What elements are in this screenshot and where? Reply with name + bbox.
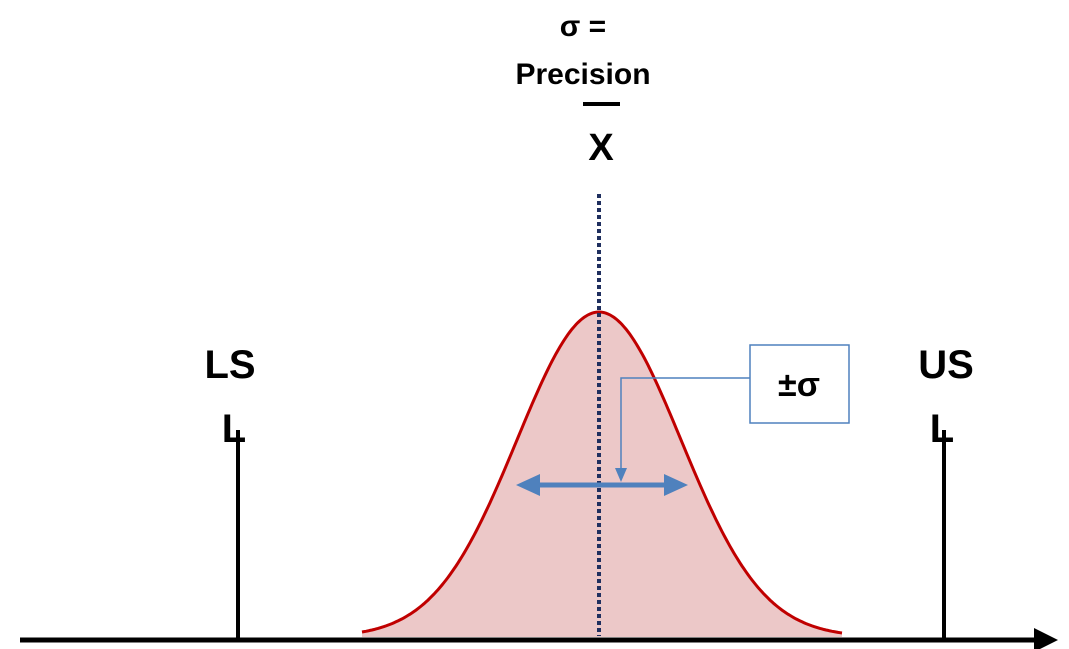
x-axis-arrowhead-icon (1034, 628, 1058, 649)
sigma-width-arrow (516, 474, 688, 496)
lower-spec-limit-label-line-2: L (222, 407, 246, 451)
title-line-2: Precision (515, 58, 650, 91)
title-line-1: σ = (560, 10, 606, 43)
upper-spec-limit-label-line-2: L (930, 407, 954, 451)
distribution-curve (361, 310, 843, 635)
sigma-callout-box (749, 344, 850, 424)
callout-connector (620, 377, 750, 470)
lower-spec-limit-label-line-1: LS (204, 343, 255, 387)
mean-label: X (588, 127, 614, 169)
arrowhead-right-icon (664, 474, 688, 496)
callout-arrowhead-icon (615, 468, 627, 482)
distribution-fill (362, 312, 842, 637)
upper-spec-limit-label-line-1: US (918, 343, 974, 387)
sigma-callout-label: ±σ (778, 366, 820, 404)
arrowhead-left-icon (516, 474, 540, 496)
